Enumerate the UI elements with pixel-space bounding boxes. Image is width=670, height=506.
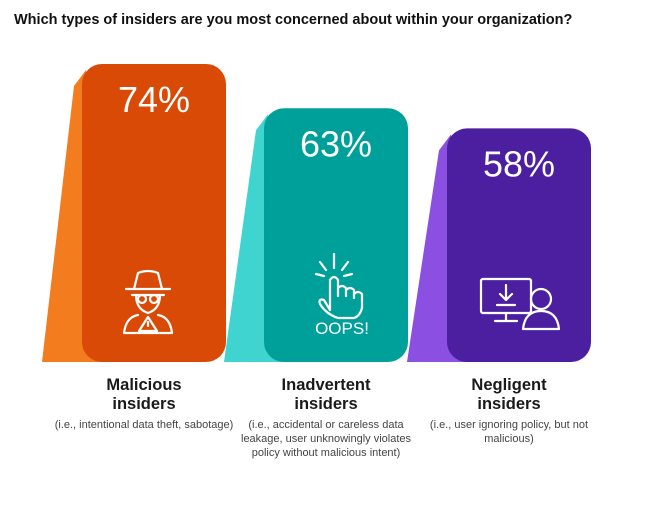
category-label: Negligent insiders <box>471 376 547 413</box>
monitor-icon <box>479 277 561 331</box>
spy-icon <box>122 269 174 335</box>
category-label: Inadvertent insiders <box>281 376 371 413</box>
category-description: (i.e., user ignoring policy, but not mal… <box>429 419 589 445</box>
bar <box>82 64 226 362</box>
category-description: (i.e., intentional data theft, sabotage) <box>54 419 234 431</box>
value-label: 63% <box>300 123 372 164</box>
bar <box>264 108 408 362</box>
icon-label: OOPS! <box>315 319 369 338</box>
chart-title: Which types of insiders are you most con… <box>14 12 573 28</box>
value-label: 58% <box>483 143 555 184</box>
value-label: 74% <box>118 79 190 120</box>
click-icon: OOPS! <box>314 252 369 338</box>
bars: 74% 63% 58% <box>42 64 591 362</box>
category-label: Malicious insiders <box>106 376 182 413</box>
bar <box>447 128 591 362</box>
category-description: (i.e., accidental or careless data leaka… <box>241 419 411 459</box>
